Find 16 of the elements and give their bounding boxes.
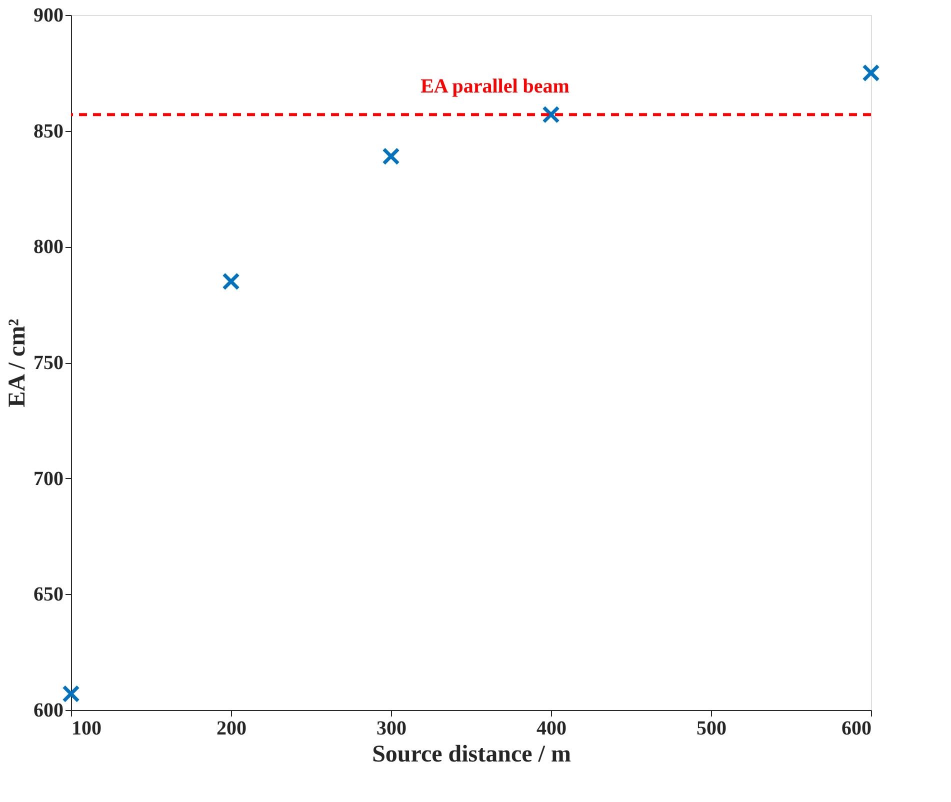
y-tick-label: 800 bbox=[34, 236, 64, 258]
ref-line-label: EA parallel beam bbox=[420, 76, 570, 98]
x-tick-label: 200 bbox=[216, 718, 246, 740]
y-tick-label: 650 bbox=[34, 584, 64, 606]
x-axis-title: Source distance / m bbox=[372, 742, 571, 768]
x-tick-label: 400 bbox=[536, 718, 566, 740]
y-tick-label: 750 bbox=[34, 352, 64, 374]
x-tick-label: 500 bbox=[696, 718, 726, 740]
x-tick-label: 300 bbox=[376, 718, 406, 740]
x-tick-label: 100 bbox=[72, 718, 102, 740]
y-tick-label: 600 bbox=[34, 700, 64, 722]
y-tick-label: 850 bbox=[34, 120, 64, 142]
y-tick-label: 700 bbox=[34, 468, 64, 490]
y-axis-title: EA / cm² bbox=[4, 318, 30, 408]
y-tick-label: 900 bbox=[34, 4, 64, 26]
x-tick-label: 600 bbox=[842, 718, 872, 740]
